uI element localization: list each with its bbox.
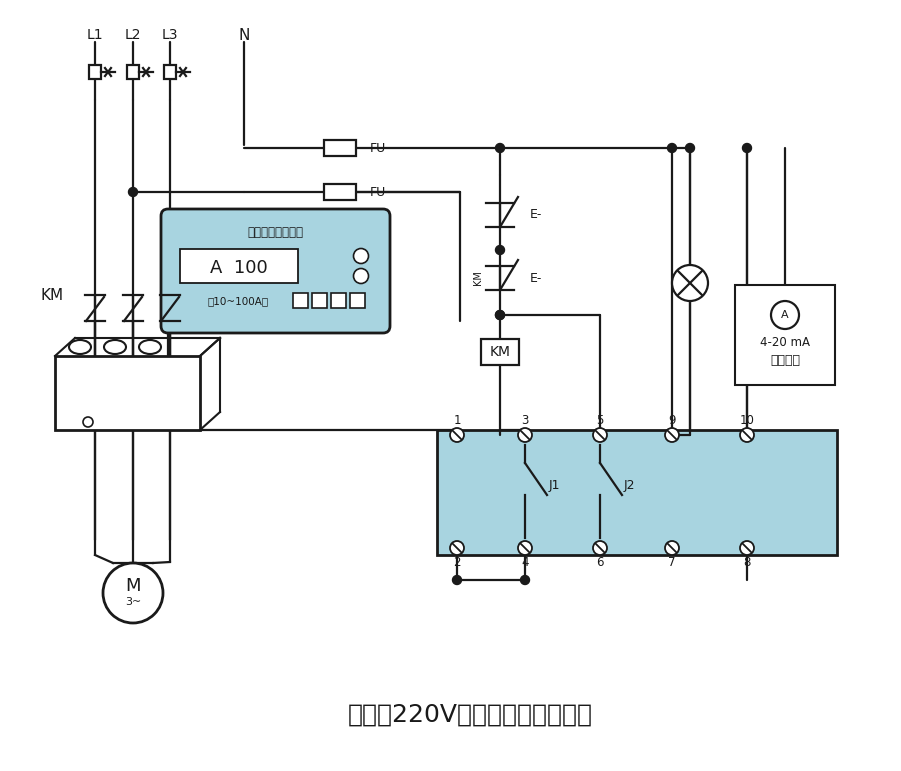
Text: E-: E- — [530, 208, 542, 221]
Text: KM: KM — [489, 345, 511, 359]
Circle shape — [593, 428, 607, 442]
Text: 4-20 mA: 4-20 mA — [760, 336, 810, 349]
Circle shape — [496, 311, 505, 319]
Text: J2: J2 — [624, 479, 635, 491]
Text: （10~100A）: （10~100A） — [207, 296, 268, 306]
Circle shape — [665, 541, 679, 555]
Text: KM: KM — [41, 288, 64, 302]
Bar — [293, 293, 308, 308]
Circle shape — [686, 143, 695, 153]
Circle shape — [83, 417, 93, 427]
Circle shape — [129, 187, 138, 197]
Circle shape — [665, 428, 679, 442]
Text: M: M — [125, 577, 141, 595]
Circle shape — [771, 301, 799, 329]
Text: 3: 3 — [522, 415, 529, 427]
Text: A  100: A 100 — [210, 259, 268, 277]
Ellipse shape — [104, 340, 126, 354]
Text: 6: 6 — [596, 555, 604, 568]
Bar — [164, 65, 176, 79]
Ellipse shape — [69, 340, 91, 354]
Text: 电动机智能监控器: 电动机智能监控器 — [248, 225, 304, 238]
Text: KM: KM — [473, 271, 483, 285]
FancyBboxPatch shape — [161, 209, 390, 333]
Circle shape — [496, 311, 505, 319]
Text: FU: FU — [370, 142, 387, 154]
Text: N: N — [238, 28, 250, 42]
Text: FU: FU — [370, 186, 387, 198]
Circle shape — [450, 541, 464, 555]
Bar — [55, 356, 200, 430]
Text: 8: 8 — [743, 555, 751, 568]
Circle shape — [103, 563, 163, 623]
Circle shape — [450, 428, 464, 442]
Text: 1: 1 — [453, 415, 460, 427]
Circle shape — [496, 245, 505, 254]
Text: 4: 4 — [522, 555, 529, 568]
Bar — [350, 293, 365, 308]
Bar — [437, 430, 837, 555]
Circle shape — [353, 268, 369, 284]
Text: 7: 7 — [669, 555, 676, 568]
Text: 2: 2 — [453, 555, 460, 568]
Text: 3~: 3~ — [125, 597, 141, 607]
Text: 5: 5 — [596, 415, 604, 427]
Bar — [481, 339, 519, 365]
Circle shape — [518, 428, 532, 442]
Circle shape — [521, 575, 530, 584]
Bar — [127, 65, 139, 79]
Circle shape — [740, 428, 754, 442]
Ellipse shape — [139, 340, 161, 354]
Bar — [89, 65, 101, 79]
Text: L1: L1 — [86, 28, 104, 42]
Circle shape — [496, 143, 505, 153]
Text: 10: 10 — [740, 415, 754, 427]
Circle shape — [518, 541, 532, 555]
Bar — [324, 140, 356, 156]
Text: L2: L2 — [124, 28, 141, 42]
Circle shape — [742, 143, 751, 153]
Text: 电流输出: 电流输出 — [770, 355, 800, 368]
Text: A: A — [781, 310, 788, 320]
Text: L3: L3 — [162, 28, 178, 42]
Circle shape — [452, 575, 461, 584]
Circle shape — [672, 265, 708, 301]
Text: J1: J1 — [549, 479, 560, 491]
Circle shape — [668, 143, 677, 153]
Circle shape — [353, 248, 369, 264]
Bar — [180, 249, 298, 283]
Bar — [735, 285, 835, 385]
Bar — [331, 293, 346, 308]
Circle shape — [740, 541, 754, 555]
Bar — [312, 293, 327, 308]
Circle shape — [593, 541, 607, 555]
Text: 9: 9 — [669, 415, 676, 427]
Text: 分体（220V）带电流输出接线图: 分体（220V）带电流输出接线图 — [348, 703, 593, 727]
Bar — [324, 184, 356, 200]
Text: E-: E- — [530, 271, 542, 284]
